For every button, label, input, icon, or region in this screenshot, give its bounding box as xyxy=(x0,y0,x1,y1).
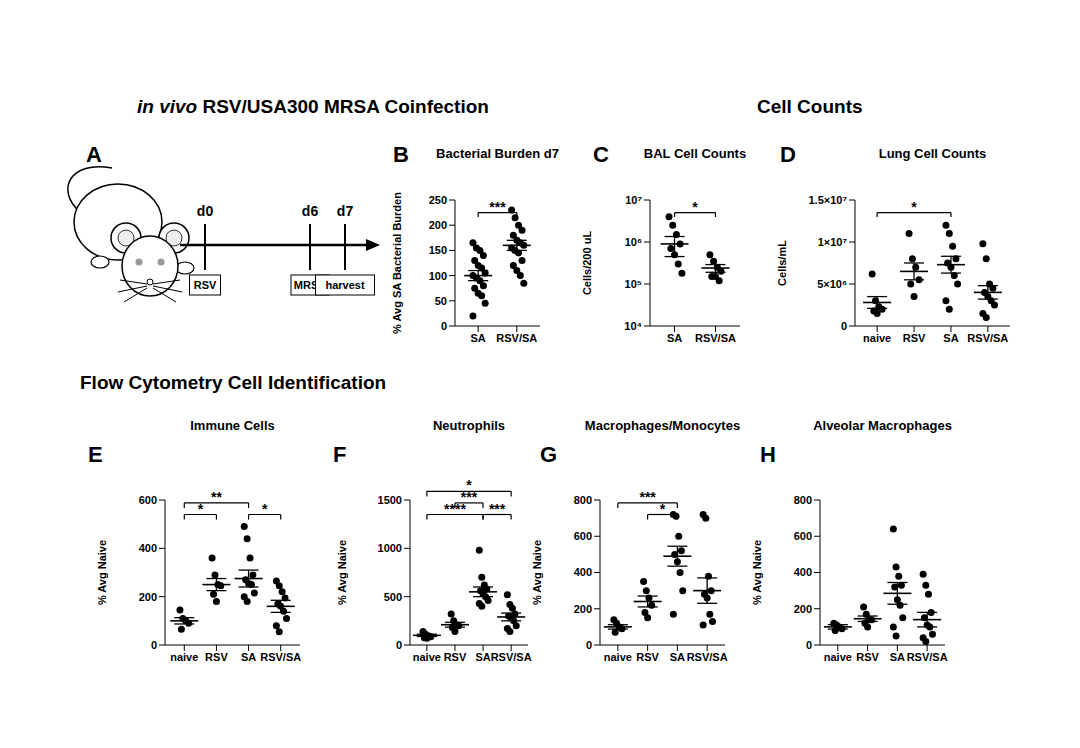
svg-text:200: 200 xyxy=(139,591,157,603)
html-text:BAL Cell Counts: BAL Cell Counts xyxy=(643,146,747,161)
svg-text:*: * xyxy=(660,501,666,517)
svg-text:400: 400 xyxy=(794,566,812,578)
svg-text:SA: SA xyxy=(241,651,256,663)
svg-text:200: 200 xyxy=(794,603,812,615)
html-text:Bacterial Burden d7: Bacterial Burden d7 xyxy=(436,146,559,161)
svg-text:150: 150 xyxy=(429,244,447,256)
svg-text:10⁷: 10⁷ xyxy=(625,194,642,206)
html-text:Neutrophils: Neutrophils xyxy=(432,418,506,433)
svg-text:50: 50 xyxy=(435,295,447,307)
svg-text:naive: naive xyxy=(863,332,891,344)
svg-text:naive: naive xyxy=(604,651,632,663)
html-text:E: E xyxy=(88,442,103,467)
svg-text:1000: 1000 xyxy=(378,542,402,554)
html-text:D: D xyxy=(780,142,796,167)
html-text:G: G xyxy=(540,442,558,467)
svg-text:RSV/SA: RSV/SA xyxy=(967,332,1008,344)
svg-text:0: 0 xyxy=(151,639,157,651)
svg-text:naive: naive xyxy=(413,651,441,663)
html-text:Lung Cell Counts: Lung Cell Counts xyxy=(878,146,987,161)
svg-text:5×10⁶: 5×10⁶ xyxy=(817,278,847,290)
svg-text:% Avg Naive: % Avg Naive xyxy=(336,540,348,605)
svg-text:RSV/SA: RSV/SA xyxy=(260,651,301,663)
svg-text:250: 250 xyxy=(429,194,447,206)
svg-text:RSV: RSV xyxy=(444,651,467,663)
html-text:C: C xyxy=(593,142,609,167)
html-text:Alveolar Macrophages: Alveolar Macrophages xyxy=(813,418,952,433)
svg-text:600: 600 xyxy=(794,530,812,542)
svg-text:RSV: RSV xyxy=(856,651,879,663)
svg-text:RSV: RSV xyxy=(636,651,659,663)
svg-text:*: * xyxy=(911,199,917,215)
svg-text:**: ** xyxy=(211,489,222,505)
svg-text:10⁴: 10⁴ xyxy=(624,320,642,332)
html-text:Cell Counts: Cell Counts xyxy=(757,96,863,117)
svg-text:Cells/200 uL: Cells/200 uL xyxy=(581,231,593,295)
svg-text:*: * xyxy=(692,199,698,215)
svg-text:RSV/SA: RSV/SA xyxy=(907,651,948,663)
svg-text:SA: SA xyxy=(670,651,685,663)
svg-text:% Avg Naive: % Avg Naive xyxy=(751,540,763,605)
html-text:Macrophages/Monocytes: Macrophages/Monocytes xyxy=(584,418,741,433)
svg-text:RSV: RSV xyxy=(903,332,926,344)
svg-text:***: *** xyxy=(489,501,506,517)
svg-text:% Avg Naive: % Avg Naive xyxy=(531,540,543,605)
svg-text:0: 0 xyxy=(586,639,592,651)
svg-text:0: 0 xyxy=(841,320,847,332)
svg-text:*: * xyxy=(262,501,268,517)
svg-text:1500: 1500 xyxy=(378,494,402,506)
html-text:A: A xyxy=(86,142,102,167)
svg-text:500: 500 xyxy=(384,591,402,603)
svg-text:600: 600 xyxy=(139,494,157,506)
svg-text:SA: SA xyxy=(667,332,682,344)
svg-text:****: **** xyxy=(444,501,466,517)
svg-text:% Avg Naive: % Avg Naive xyxy=(96,540,108,605)
svg-text:10⁶: 10⁶ xyxy=(625,236,642,248)
svg-text:***: *** xyxy=(489,199,506,215)
svg-text:naive: naive xyxy=(170,651,198,663)
svg-text:200: 200 xyxy=(429,219,447,231)
svg-text:RSV/SA: RSV/SA xyxy=(496,332,537,344)
svg-text:400: 400 xyxy=(139,542,157,554)
svg-text:RSV/SA: RSV/SA xyxy=(491,651,532,663)
html-text:H: H xyxy=(760,442,776,467)
svg-text:0: 0 xyxy=(806,639,812,651)
svg-text:SA: SA xyxy=(890,651,905,663)
svg-text:d6: d6 xyxy=(302,203,319,219)
svg-text:naive: naive xyxy=(824,651,852,663)
svg-text:RSV: RSV xyxy=(205,651,228,663)
svg-text:RSV/SA: RSV/SA xyxy=(695,332,736,344)
svg-text:SA: SA xyxy=(475,651,490,663)
svg-text:SA: SA xyxy=(943,332,958,344)
svg-text:MRSA: MRSA xyxy=(293,279,327,291)
svg-text:RSV: RSV xyxy=(194,279,217,291)
svg-text:% Avg SA Bacterial Burden: % Avg SA Bacterial Burden xyxy=(391,192,403,334)
svg-text:SA: SA xyxy=(471,332,486,344)
html-text:F: F xyxy=(333,442,347,467)
html-text:in vivo RSV/USA300 MRSA Coinfe: in vivo RSV/USA300 MRSA Coinfection xyxy=(137,96,489,117)
svg-text:800: 800 xyxy=(574,494,592,506)
svg-text:1×10⁷: 1×10⁷ xyxy=(818,236,848,248)
svg-text:1.5×10⁷: 1.5×10⁷ xyxy=(809,194,848,206)
svg-text:d0: d0 xyxy=(197,203,214,219)
svg-text:0: 0 xyxy=(441,320,447,332)
html-text:B: B xyxy=(393,142,409,167)
svg-text:*: * xyxy=(198,501,204,517)
svg-text:10⁵: 10⁵ xyxy=(625,278,642,290)
svg-text:d7: d7 xyxy=(337,203,354,219)
html-text:Flow Cytometry Cell Identifica: Flow Cytometry Cell Identification xyxy=(80,372,387,393)
svg-text:0: 0 xyxy=(396,639,402,651)
svg-text:harvest: harvest xyxy=(325,279,364,291)
svg-text:RSV/SA: RSV/SA xyxy=(687,651,728,663)
svg-text:200: 200 xyxy=(574,603,592,615)
svg-text:100: 100 xyxy=(429,270,447,282)
svg-text:***: *** xyxy=(639,489,656,505)
html-text:Immune Cells: Immune Cells xyxy=(190,418,275,433)
svg-text:Cells/mL: Cells/mL xyxy=(776,240,788,286)
svg-text:600: 600 xyxy=(574,530,592,542)
svg-text:800: 800 xyxy=(794,494,812,506)
svg-text:400: 400 xyxy=(574,566,592,578)
